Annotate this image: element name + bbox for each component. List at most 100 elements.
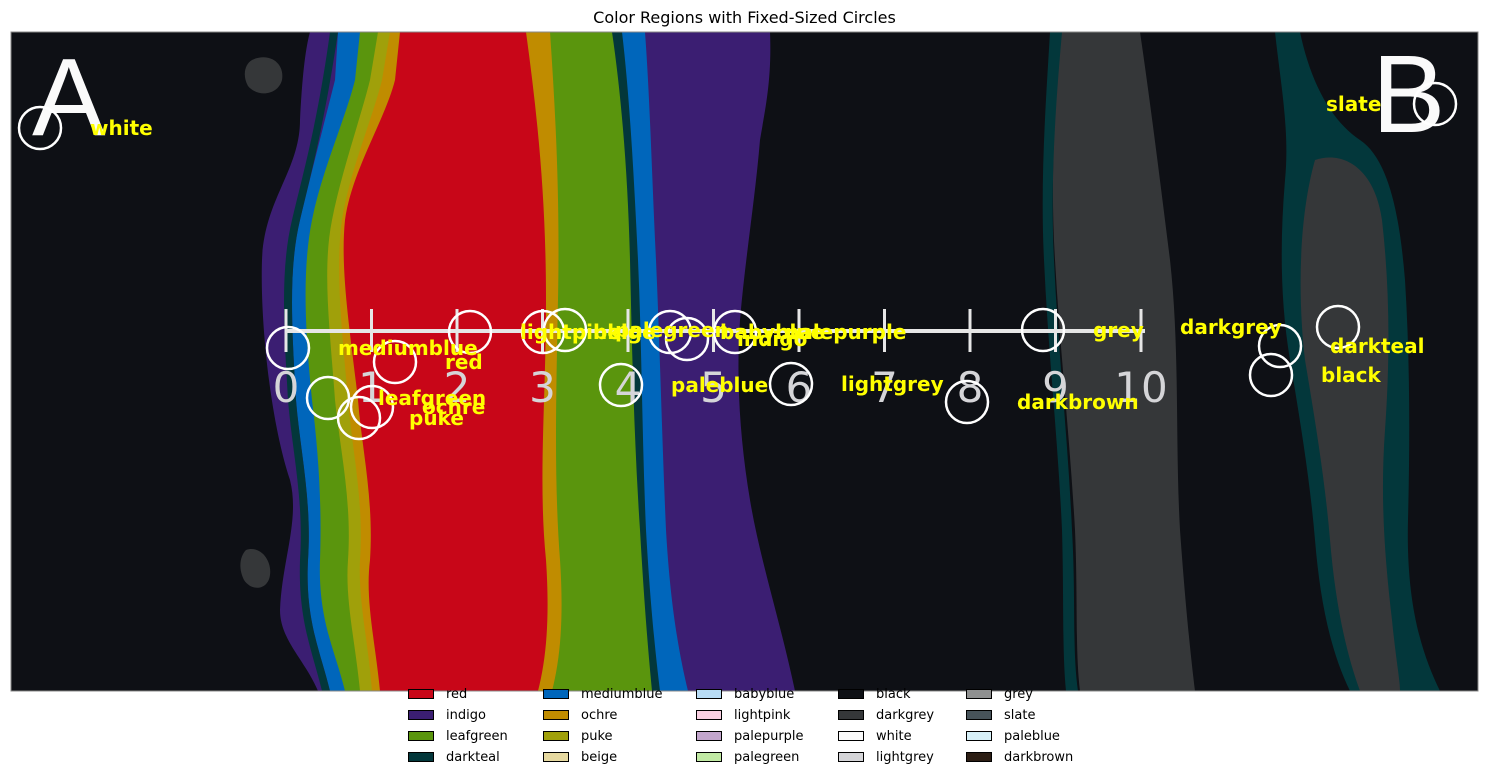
circle-marker-puke — [336, 395, 382, 441]
circle-label-darkteal: darkteal — [1330, 334, 1424, 358]
legend-label: black — [876, 686, 911, 702]
circle-marker-beige — [520, 309, 566, 355]
plot-frame — [10, 31, 1479, 692]
legend-swatch — [838, 731, 864, 741]
circle-label-babyblue: babyblue — [720, 320, 824, 344]
circle-marker-darkgrey — [1315, 304, 1361, 350]
circle-marker-darkteal — [1257, 323, 1303, 369]
legend-swatch — [696, 731, 722, 741]
legend-label: darkbrown — [1004, 749, 1074, 765]
letter-b: B — [1372, 33, 1445, 156]
legend-swatch — [408, 731, 434, 741]
region-darkteal-right — [612, 32, 662, 691]
circle-marker-lightpink — [447, 309, 493, 355]
legend-label: darkgrey — [876, 707, 935, 723]
scale-label: 9 — [1042, 363, 1069, 412]
scale-label: 8 — [957, 363, 984, 412]
legend-swatch — [543, 731, 569, 741]
region-image: A B 0 1 2 3 4 5 6 7 8 9 10 — [11, 32, 1478, 691]
legend-swatch — [838, 689, 864, 699]
region-darkgrey-blob-2 — [240, 549, 271, 588]
region-mediumblue-right — [622, 32, 690, 691]
legend-label: leafgreen — [446, 728, 508, 744]
legend-swatch — [838, 710, 864, 720]
legend-label: lightpink — [734, 707, 791, 723]
scale-label: 5 — [700, 363, 727, 412]
circle-label-lightpink: lightpink — [520, 320, 621, 344]
legend-swatch — [966, 752, 992, 762]
legend-swatch — [966, 710, 992, 720]
legend-swatch — [696, 689, 722, 699]
circle-label-leafgreen: leafgreen — [378, 386, 486, 410]
circle-label-mediumblue: mediumblue — [338, 336, 478, 360]
plot-area: A B 0 1 2 3 4 5 6 7 8 9 10 whiteslatemediumbluered… — [10, 31, 1479, 692]
legend-swatch — [696, 752, 722, 762]
region-indigo-right — [645, 32, 795, 691]
legend-label: beige — [581, 749, 618, 765]
legend-item-darkbrown: darkbrown — [966, 747, 1073, 767]
circle-marker-white — [17, 105, 63, 151]
region-darkteal-left — [284, 32, 338, 691]
legend-label: darkteal — [446, 749, 500, 765]
circles-layer — [17, 81, 1458, 441]
region-ochre-right — [526, 32, 564, 691]
circle-label-slate: slate — [1326, 92, 1381, 116]
circle-marker-ochre — [349, 384, 395, 430]
circle-marker-lightgrey — [768, 361, 814, 407]
legend-label: babyblue — [734, 686, 795, 702]
legend-item-beige: beige — [543, 747, 617, 767]
legend-item-lightpink: lightpink — [696, 705, 790, 725]
legend-item-black: black — [838, 684, 911, 704]
legend-swatch — [408, 752, 434, 762]
legend-label: ochre — [581, 707, 618, 723]
circle-label-darkbrown: darkbrown — [1017, 390, 1139, 414]
circle-marker-darkbrown — [944, 379, 990, 425]
scale-label: 7 — [871, 363, 898, 412]
region-red — [343, 32, 550, 691]
scale-label: 0 — [273, 363, 300, 412]
legend-item-white: white — [838, 726, 912, 746]
legend-item-palegreen: palegreen — [696, 747, 799, 767]
legend-item-ochre: ochre — [543, 705, 617, 725]
circle-label-darkgrey: darkgrey — [1180, 315, 1282, 339]
scale-label: 10 — [1114, 363, 1167, 412]
circle-label-ochre: ochre — [422, 395, 485, 419]
legend-label: slate — [1004, 707, 1036, 723]
circle-label-lightgrey: lightgrey — [841, 372, 944, 396]
circle-marker-mediumblue — [265, 325, 311, 371]
circle-label-grey: grey — [1093, 318, 1144, 342]
legend-item-leafgreen: leafgreen — [408, 726, 508, 746]
circle-label-palegreen: palegreen — [615, 318, 729, 342]
legend-item-puke: puke — [543, 726, 613, 746]
legend-swatch — [966, 731, 992, 741]
circle-marker-slate — [1412, 81, 1458, 127]
circle-label-palepurple: palepurple — [785, 320, 906, 344]
legend-label: mediumblue — [581, 686, 663, 702]
legend-item-palepurple: palepurple — [696, 726, 804, 746]
circle-label-paleblue: paleblue — [671, 373, 768, 397]
scale-ticks: 0 1 2 3 4 5 6 7 8 9 10 — [273, 309, 1168, 412]
legend-swatch — [543, 689, 569, 699]
circle-label-puke: puke — [409, 406, 464, 430]
legend-item-indigo: indigo — [408, 705, 486, 725]
legend-swatch — [543, 710, 569, 720]
legend-item-paleblue: paleblue — [966, 726, 1060, 746]
scale-label: 3 — [529, 363, 556, 412]
legend-label: indigo — [446, 707, 486, 723]
legend-label: lightgrey — [876, 749, 934, 765]
circle-label-red: red — [445, 350, 483, 374]
letter-a: A — [32, 36, 106, 159]
legend-swatch — [838, 752, 864, 762]
legend-item-babyblue: babyblue — [696, 684, 794, 704]
legend-label: grey — [1004, 686, 1034, 702]
legend-label: palegreen — [734, 749, 800, 765]
circle-marker-red — [372, 339, 418, 385]
legend: red indigo leafgreen darkteal mediumblue ochr… — [408, 684, 1108, 768]
circle-label-beige: beige — [593, 320, 656, 344]
legend-label: paleblue — [1004, 728, 1060, 744]
legend-item-red: red — [408, 684, 467, 704]
circle-marker-palepurple — [712, 309, 758, 355]
circle-label-indigo: indigo — [737, 327, 807, 351]
scale-label: 2 — [444, 363, 471, 412]
